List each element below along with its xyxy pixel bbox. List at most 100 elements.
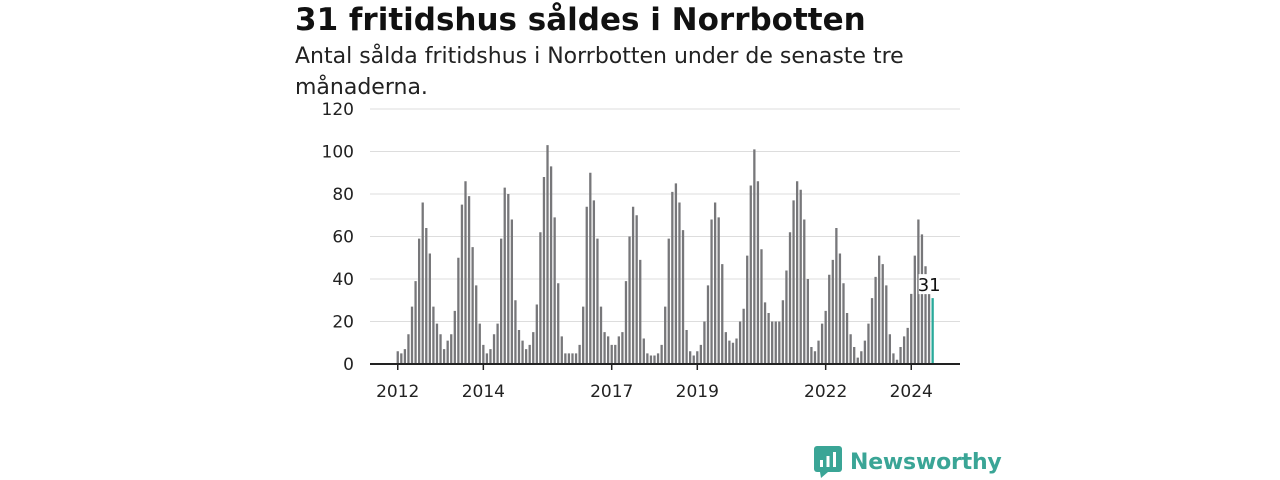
bar [785,270,788,364]
bar [589,172,592,364]
bar [681,230,685,364]
bar [517,330,521,364]
bar [917,219,920,364]
bar [500,238,503,364]
bar [631,206,635,364]
y-tick-label: 120 [322,100,354,120]
bar [810,347,813,364]
bar [414,281,417,364]
bar [446,340,449,364]
bar [535,304,538,364]
bar [778,321,781,364]
bar [592,200,596,364]
bar [524,349,528,364]
bar [396,351,399,364]
bar-highlight [931,298,934,364]
bar [756,181,760,364]
bar [878,255,881,364]
x-tick-label: 2024 [890,382,933,402]
bar [528,344,531,364]
bar [792,200,795,364]
y-tick-label: 80 [332,185,354,205]
bar [831,259,834,364]
bar [649,355,653,364]
bar [656,353,660,364]
bar [742,308,745,364]
bar [617,336,620,364]
bar [885,285,888,364]
bar [874,276,877,364]
bar [574,353,578,364]
y-tick-label: 20 [332,313,354,333]
bar [624,281,628,364]
bar [760,249,763,364]
bar [696,351,699,364]
annotations: 31 [918,274,941,296]
bar [567,353,571,364]
bar [464,181,467,364]
bar [753,149,756,364]
bar [635,215,638,364]
bar [721,264,724,364]
bar [442,349,446,364]
x-tick-label: 2022 [804,382,847,402]
chart-subtitle: Antal sålda fritidshus i Norrbotten unde… [295,44,904,100]
bar [746,255,749,364]
bar [820,323,824,364]
bar [888,334,892,364]
bar [803,219,806,364]
bar [699,344,703,364]
bar [710,219,713,364]
bar [417,238,421,364]
bar [460,204,464,364]
bar [596,238,599,364]
bar [892,353,895,364]
bar [749,185,752,364]
bar [621,332,624,364]
bar [410,306,414,364]
bar [542,177,546,364]
bar [813,351,817,364]
bar [482,344,485,364]
bar [603,332,606,364]
bar [450,334,453,364]
bar [585,206,588,364]
newsworthy-logo-icon [814,446,842,478]
x-tick-label: 2017 [590,382,633,402]
bar [421,202,424,364]
bar [439,334,442,364]
bar [407,334,410,364]
bar [899,347,902,364]
bar [403,349,407,364]
bar [817,340,820,364]
x-tick-label: 2014 [462,382,505,402]
bar [795,181,799,364]
bar [471,247,474,364]
bar [578,344,581,364]
bar [549,166,553,364]
bar [920,234,924,364]
bar [906,327,909,364]
bar [828,274,831,364]
bar [674,183,678,364]
bar [728,340,731,364]
bar [788,232,792,364]
bar [642,338,645,364]
bar [653,355,656,364]
bar [881,264,884,364]
highlight-value-label: 31 [918,275,941,296]
bar [913,255,916,364]
bar [457,257,460,364]
bar [646,353,649,364]
bar [539,232,542,364]
bar [703,321,706,364]
bar [763,302,767,364]
bar [685,330,688,364]
bar [599,306,603,364]
bar [927,283,931,364]
bar [853,347,856,364]
bar [553,217,556,364]
bar [425,228,428,364]
bar [475,285,478,364]
